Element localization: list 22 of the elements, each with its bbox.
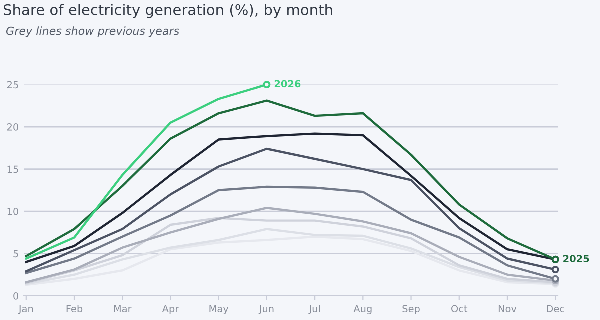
x-tick-label: Feb (66, 305, 83, 313)
x-tick-label: Jun (258, 305, 274, 314)
x-tick-label: Jan (18, 305, 34, 314)
y-tick-label: 25 (7, 81, 18, 89)
x-tick-label: Nov (498, 305, 517, 313)
y-tick-label: 20 (7, 124, 18, 131)
x-tick-label: Sep (402, 305, 420, 314)
y-tick-label: 10 (8, 208, 18, 216)
series-label: 2025 (564, 255, 590, 262)
chart-title: Share of electricity generation (%), by month (4, 4, 332, 18)
x-tick-label: May (210, 305, 229, 314)
y-tick-label: 5 (14, 250, 18, 258)
y-tick-label: 0 (14, 292, 18, 300)
x-tick-label: Mar (114, 305, 132, 313)
x-tick-label: Jul (308, 305, 320, 314)
x-tick-label: Dec (547, 305, 564, 313)
chart-subtitle: Grey lines show previous years (6, 26, 180, 38)
series-label: 2026 (274, 80, 301, 88)
x-tick-label: Aug (354, 305, 372, 314)
x-tick-label: Apr (162, 305, 180, 314)
x-tick-label: Oct (452, 305, 468, 313)
y-tick-label: 15 (8, 166, 18, 174)
